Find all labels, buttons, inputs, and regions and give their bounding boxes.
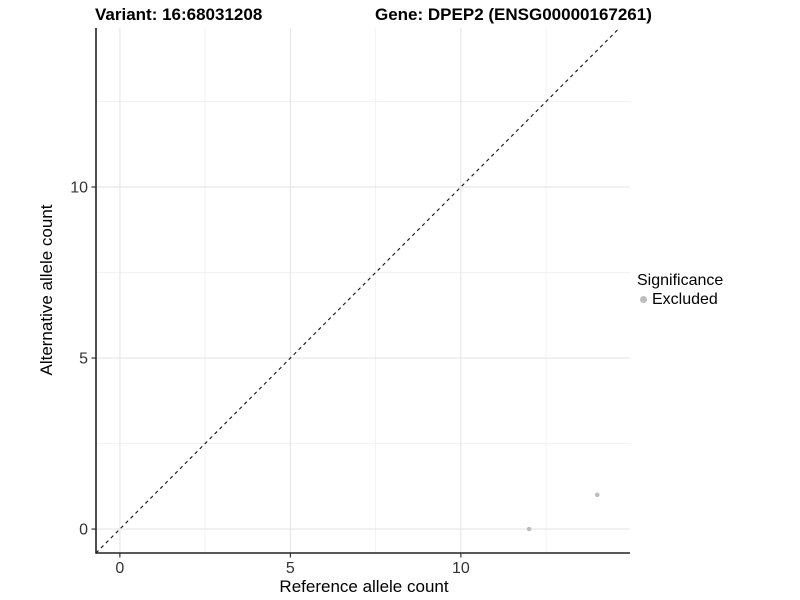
y-tick-label: 5	[79, 351, 88, 368]
x-tick-label: 0	[115, 560, 124, 577]
legend: Significance Excluded	[637, 271, 723, 309]
gene-title: Gene: DPEP2 (ENSG00000167261)	[375, 5, 652, 24]
legend-point-icon	[640, 296, 647, 303]
legend-item-excluded: Excluded	[637, 290, 723, 309]
legend-title: Significance	[637, 272, 724, 289]
x-tick-label: 10	[452, 560, 470, 577]
y-axis-title: Alternative allele count	[37, 204, 56, 376]
legend-item-label: Excluded	[652, 291, 718, 308]
identity-line	[95, 27, 620, 554]
x-tick-label: 5	[286, 560, 295, 577]
y-tick-label: 10	[70, 180, 88, 197]
x-axis-title: Reference allele count	[279, 577, 449, 596]
variant-title: Variant: 16:68031208	[95, 5, 263, 24]
y-tick-label: 0	[79, 522, 88, 539]
data-point	[526, 526, 532, 532]
data-point	[594, 492, 600, 498]
